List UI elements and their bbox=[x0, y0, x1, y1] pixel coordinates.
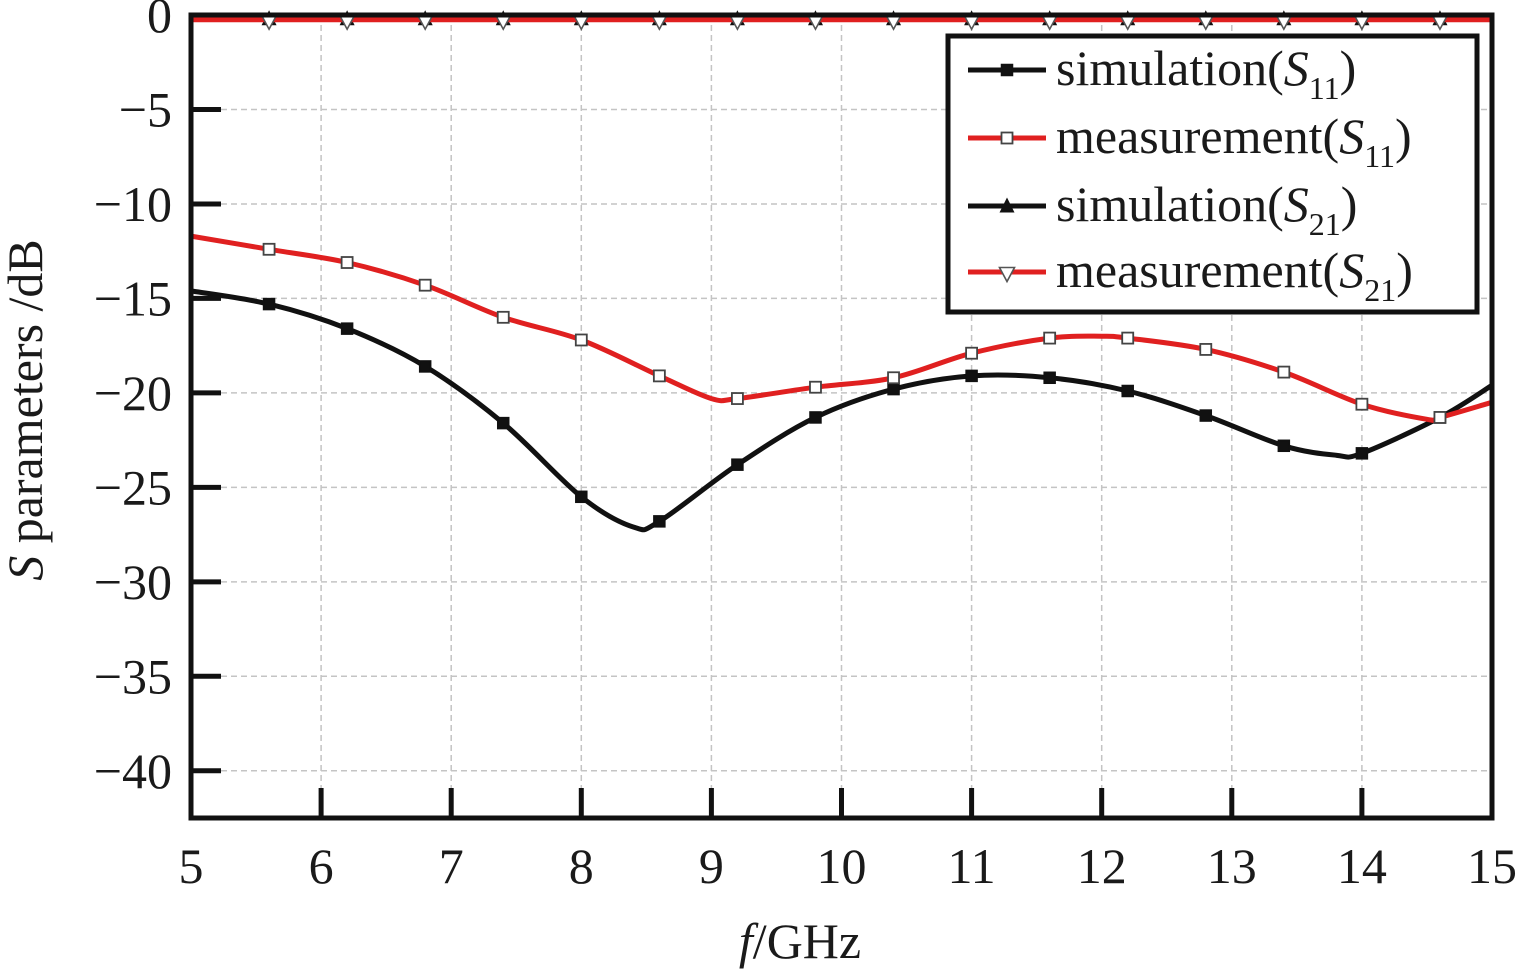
series-1-marker bbox=[1355, 447, 1369, 460]
series-1-marker bbox=[965, 369, 978, 383]
series-2-marker bbox=[731, 392, 744, 405]
axis-ticks bbox=[191, 12, 1365, 818]
series-2-marker bbox=[1433, 411, 1447, 424]
y-tick-label: −10 bbox=[94, 176, 172, 232]
legend-label: simulation(S11) bbox=[1056, 40, 1356, 106]
y-tick-labels: 0 −5 −10 −15 −20 −25 −30 −35 −40 bbox=[94, 0, 172, 799]
y-tick-label: −5 bbox=[119, 81, 172, 137]
series-1-marker bbox=[1121, 384, 1134, 398]
y-tick-label: −15 bbox=[94, 270, 172, 326]
x-tick-label: 14 bbox=[1337, 838, 1387, 894]
y-axis-title-symbol: S bbox=[0, 556, 53, 581]
series-2-marker bbox=[1121, 331, 1135, 345]
legend-marker bbox=[1000, 63, 1014, 77]
y-axis-title-rest: parameters /dB bbox=[0, 239, 53, 556]
series-2-marker bbox=[652, 369, 666, 383]
series-1-marker bbox=[887, 382, 900, 396]
series-1-marker bbox=[653, 515, 666, 528]
x-tick-label: 15 bbox=[1467, 838, 1517, 894]
series-2 bbox=[188, 233, 1495, 424]
x-axis-title-unit: /GHz bbox=[753, 913, 861, 969]
legend-box bbox=[945, 33, 1480, 315]
series-2-marker bbox=[418, 278, 432, 292]
x-axis-title: f/GHz bbox=[739, 913, 861, 969]
series-2-marker bbox=[262, 242, 276, 256]
x-tick-label: 8 bbox=[569, 838, 594, 894]
series-1-marker bbox=[262, 297, 276, 311]
series-4 bbox=[188, 14, 1495, 31]
series-1-marker bbox=[1277, 439, 1291, 453]
legend-item: simulation(S11) bbox=[968, 40, 1356, 106]
legend-label: measurement(S21) bbox=[1056, 242, 1413, 308]
legend-item: measurement(S11) bbox=[968, 108, 1412, 174]
series-1-marker bbox=[418, 360, 432, 373]
x-tick-label: 5 bbox=[179, 838, 204, 894]
series-1-marker bbox=[340, 322, 354, 335]
x-tick-label: 12 bbox=[1077, 838, 1127, 894]
x-tick-label: 6 bbox=[309, 838, 334, 894]
x-tick-label: 11 bbox=[948, 838, 996, 894]
series-1-marker bbox=[1043, 371, 1056, 385]
legend-item: simulation(S21) bbox=[968, 176, 1357, 242]
legend: simulation(S11)measurement(S11)simulatio… bbox=[945, 33, 1480, 315]
legend-item: measurement(S21) bbox=[968, 242, 1413, 308]
y-tick-label: −30 bbox=[94, 554, 172, 610]
series-2-marker bbox=[1043, 331, 1057, 345]
series-2-marker bbox=[887, 371, 900, 385]
series-1-marker bbox=[1199, 409, 1213, 422]
legend-label: measurement(S11) bbox=[1056, 108, 1412, 174]
series-2-marker bbox=[496, 310, 510, 324]
y-tick-label: −20 bbox=[94, 365, 172, 421]
series-2-marker bbox=[574, 333, 588, 347]
series-2-marker bbox=[1355, 397, 1369, 411]
series-2-marker bbox=[340, 256, 354, 269]
y-axis-title: S parameters /dB bbox=[0, 239, 53, 581]
x-tick-labels: 5 6 7 8 9 10 11 12 13 14 15 bbox=[179, 838, 1517, 894]
legend-label: simulation(S21) bbox=[1056, 176, 1357, 242]
y-tick-label: 0 bbox=[147, 0, 172, 43]
series-2-marker bbox=[1199, 343, 1213, 356]
x-tick-label: 7 bbox=[439, 838, 464, 894]
legend-marker bbox=[998, 266, 1016, 284]
legend-marker bbox=[999, 197, 1015, 213]
x-tick-label: 10 bbox=[817, 838, 867, 894]
series-1-marker bbox=[496, 416, 510, 430]
series-layer bbox=[188, 10, 1495, 533]
y-tick-label: −25 bbox=[94, 459, 172, 515]
y-tick-label: −40 bbox=[94, 743, 172, 799]
series-1-marker bbox=[809, 411, 822, 424]
y-tick-label: −35 bbox=[94, 648, 172, 704]
series-2-marker bbox=[809, 380, 822, 394]
series-2-marker bbox=[1277, 365, 1291, 379]
legend-marker bbox=[1000, 131, 1014, 145]
series-1-marker bbox=[731, 458, 744, 471]
series-1-marker bbox=[575, 490, 588, 504]
series-2-marker bbox=[965, 346, 978, 360]
x-tick-label: 9 bbox=[699, 838, 724, 894]
x-tick-label: 13 bbox=[1207, 838, 1257, 894]
